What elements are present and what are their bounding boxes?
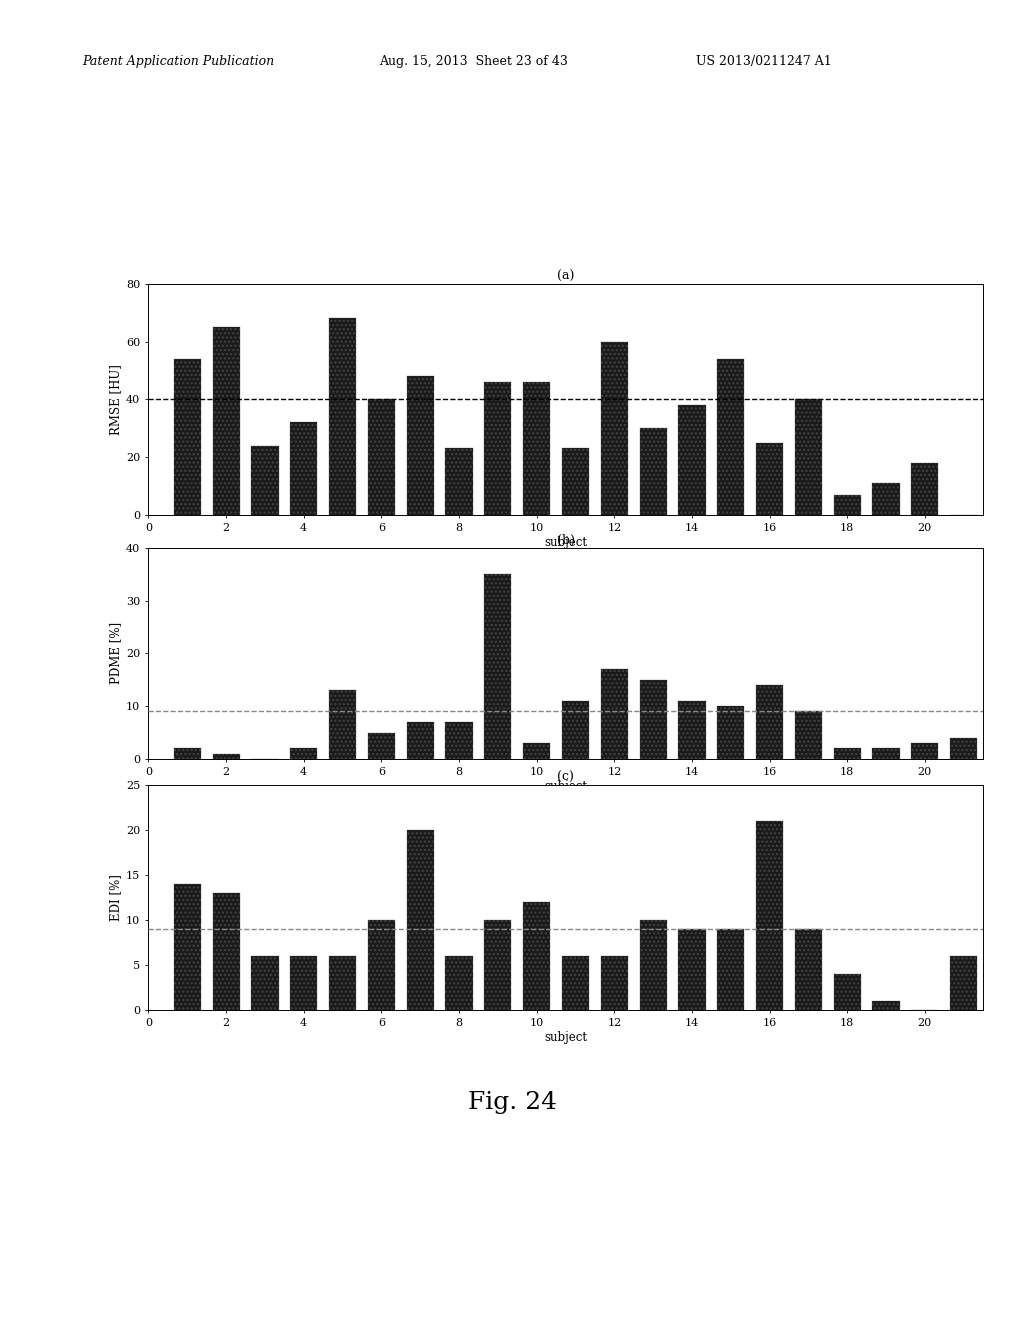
X-axis label: subject: subject [545, 536, 587, 549]
Bar [174, 359, 201, 515]
Bar [795, 929, 822, 1010]
Bar [213, 754, 240, 759]
Bar [523, 743, 550, 759]
Bar [329, 690, 356, 759]
Bar [756, 442, 783, 515]
Bar [445, 722, 473, 759]
Bar [445, 956, 473, 1010]
Bar [290, 422, 317, 515]
Bar [872, 1001, 899, 1010]
Bar [834, 495, 861, 515]
Bar [640, 428, 667, 515]
Y-axis label: RMSE [HU]: RMSE [HU] [109, 364, 122, 434]
Bar [601, 956, 628, 1010]
Bar [717, 359, 744, 515]
Bar [174, 748, 201, 759]
Bar [640, 920, 667, 1010]
Bar [213, 894, 240, 1010]
Bar [562, 449, 589, 515]
Y-axis label: PDME [%]: PDME [%] [109, 622, 122, 685]
Bar [213, 327, 240, 515]
Bar [407, 722, 434, 759]
Bar [756, 685, 783, 759]
Bar [601, 669, 628, 759]
Text: Patent Application Publication: Patent Application Publication [82, 55, 274, 69]
Bar [329, 956, 356, 1010]
Bar [174, 884, 201, 1010]
Bar [640, 680, 667, 759]
Title: (c): (c) [557, 771, 574, 784]
Bar [445, 449, 473, 515]
Bar [678, 405, 706, 515]
Bar [407, 830, 434, 1010]
Bar [329, 318, 356, 515]
Bar [911, 463, 938, 515]
Bar [523, 381, 550, 515]
Bar [484, 381, 511, 515]
Bar [407, 376, 434, 515]
Bar [756, 821, 783, 1010]
Bar [950, 738, 977, 759]
Bar [717, 929, 744, 1010]
Bar [368, 733, 395, 759]
Bar [251, 956, 279, 1010]
Bar [678, 929, 706, 1010]
Bar [562, 701, 589, 759]
Bar [484, 574, 511, 759]
Bar [911, 743, 938, 759]
Bar [795, 400, 822, 515]
Bar [717, 706, 744, 759]
Bar [872, 748, 899, 759]
Bar [484, 920, 511, 1010]
Y-axis label: EDI [%]: EDI [%] [109, 874, 122, 921]
Text: US 2013/0211247 A1: US 2013/0211247 A1 [696, 55, 833, 69]
X-axis label: subject: subject [545, 780, 587, 793]
Bar [601, 342, 628, 515]
Bar [368, 920, 395, 1010]
Bar [795, 711, 822, 759]
Title: (b): (b) [557, 533, 574, 546]
Bar [834, 748, 861, 759]
Text: Fig. 24: Fig. 24 [468, 1090, 556, 1114]
Bar [678, 701, 706, 759]
Bar [290, 956, 317, 1010]
Bar [368, 400, 395, 515]
Bar [872, 483, 899, 515]
Bar [562, 956, 589, 1010]
Bar [523, 902, 550, 1010]
Title: (a): (a) [557, 269, 574, 282]
Bar [834, 974, 861, 1010]
Bar [950, 956, 977, 1010]
Bar [251, 446, 279, 515]
Text: Aug. 15, 2013  Sheet 23 of 43: Aug. 15, 2013 Sheet 23 of 43 [379, 55, 567, 69]
X-axis label: subject: subject [545, 1031, 587, 1044]
Bar [290, 748, 317, 759]
